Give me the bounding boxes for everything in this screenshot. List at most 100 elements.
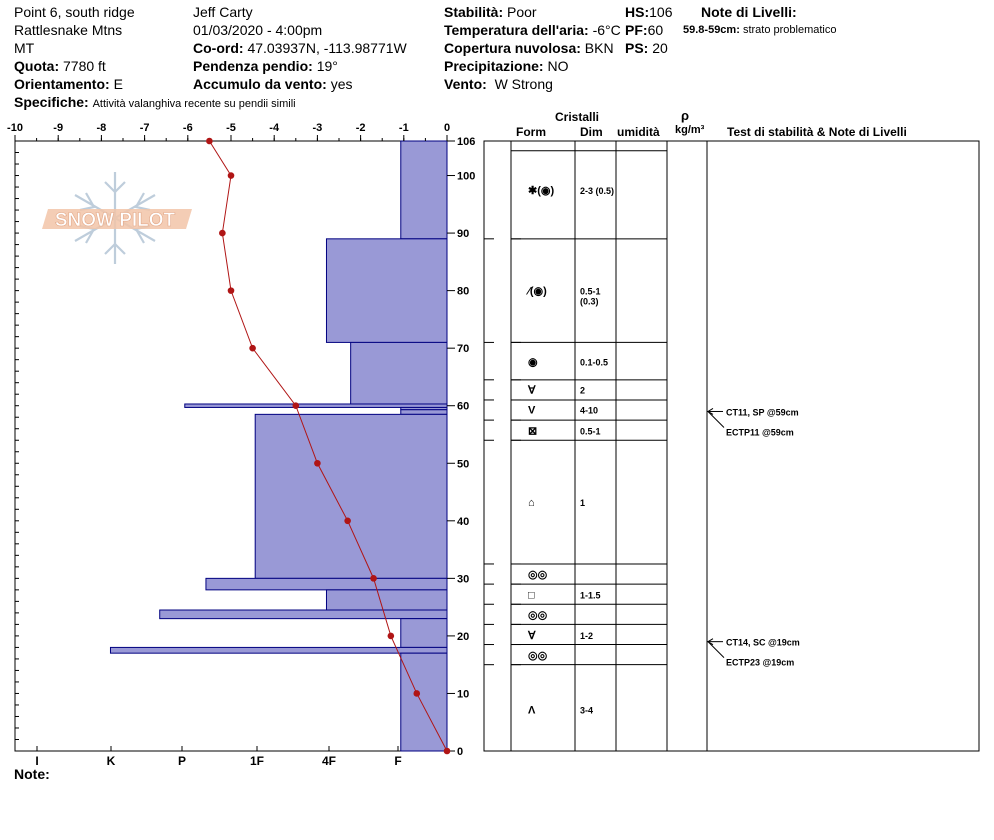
hardness-bar [109,646,448,654]
ps-row: PS: 20 [625,41,668,55]
density-unit-header: kg/m³ [675,124,705,136]
height-tick-label: 70 [457,343,469,355]
temperature-point [413,690,421,697]
crystal-size: (0.3) [580,297,599,307]
elevation-row: Quota: 7780 ft [14,59,106,73]
wind-label: Vento: [444,76,487,92]
height-tick-label: 80 [457,286,469,298]
precip-row: Precipitazione: NO [444,59,568,73]
temp-tick-label: -2 [356,122,366,134]
size-header: Dim [580,125,603,139]
temperature-point [344,517,351,525]
crystal-size: 2-3 (0.5) [580,186,614,196]
test-arrow [707,411,725,428]
hs-row: HS:106 [625,5,672,19]
height-tick-label: 20 [457,631,469,643]
crystal-form-symbol: ◉ [528,356,538,368]
crystal-size: 0.1-0.5 [580,357,608,367]
crystal-size: 1 [580,498,585,508]
crystals-header: Cristalli [555,110,600,124]
hardness-bar [325,238,448,343]
hs-label: HS: [625,4,650,20]
temperature-point [227,287,235,294]
crystal-size: 4-10 [580,406,598,416]
temp-tick-label: -3 [313,122,323,134]
hardness-bar [184,403,448,408]
layer-notes-title: Note di Livelli: [701,4,797,20]
height-tick-label: 0 [457,746,463,758]
range-name: Rattlesnake Mtns [14,22,123,38]
hardness-bar [400,652,448,752]
temp-tick-label: 0 [444,122,450,134]
hardness-bar [350,341,448,405]
pf-row: PF:60 [625,23,663,37]
test-arrow [707,641,725,659]
coord-row: Co-ord: 47.03937N, -113.98771W [193,41,407,55]
temp-tick-label: -8 [97,122,107,134]
layer-note-range: 59.8-59cm: [683,24,740,36]
temp-tick-label: -10 [7,122,23,134]
stability-test: CT14, SC @19cm [726,638,800,648]
temp-tick-label: -9 [53,122,63,134]
location-name: Point 6, south ridge [14,4,135,20]
aspect-label: Orientamento: [14,76,110,92]
table-frame [483,140,980,752]
precip-label: Precipitazione: [444,58,544,74]
elevation-value: 7780 ft [63,58,106,74]
crystal-form-symbol: ⁄(◉) [525,286,547,298]
stability-value: Poor [507,4,537,20]
layer-note: 59.8-59cm: strato problematico [683,25,836,36]
elevation-label: Quota: [14,58,60,74]
crystal-form-symbol: ⊠ [528,425,537,437]
temperature-point [227,172,235,179]
air-temp-value: -6°C [592,22,621,38]
temperature-point [249,344,256,352]
temp-tick-label: -5 [226,122,236,134]
crystal-form-symbol: ∀ [527,385,536,397]
cloud-row: Copertura nuvolosa: BKN [444,41,614,55]
hardness-label: I [35,754,38,768]
temperature-point [443,747,451,755]
crystal-form-symbol: ⌂ [528,497,535,509]
date-time: 01/03/2020 - 4:00pm [193,22,323,38]
wind-load-label: Accumulo da vento: [193,76,327,92]
hardness-bar [400,618,448,648]
crystal-form-symbol: ◎◎ [528,569,548,581]
crystal-form-symbol: Ɐ [527,630,536,642]
hardness-bar [159,609,448,620]
temperature-point [387,632,395,640]
air-temp-row: Temperatura dell'aria: -6°C [444,23,621,37]
rho-header: ρ [681,108,690,123]
stability-test: ECTP11 @59cm [726,427,794,437]
stability-row: Stabilità: Poor [444,5,537,19]
height-tick-label: 90 [457,228,469,240]
stability-test: CT11, SP @59cm [726,407,799,417]
temp-tick-label: -4 [269,122,280,134]
hs-value: 106 [649,4,673,20]
height-tick-label: 40 [457,516,469,528]
crystal-size: 1-2 [580,631,593,641]
temperature-point [370,575,377,582]
precip-value: NO [547,58,569,74]
hardness-bar [325,589,448,611]
hardness-bar [254,413,448,579]
hardness-label: K [107,754,116,768]
temperature-point [206,137,213,145]
slope-label: Pendenza pendio: [193,58,313,74]
layer-note-text: strato problematico [742,24,837,36]
slope-row: Pendenza pendio: 19° [193,59,338,73]
wind-load-value: yes [330,76,353,92]
specifics-value: Attività valanghiva recente su pendii si… [92,98,296,110]
crystal-size: 1-1.5 [580,590,601,600]
temp-tick-label: -7 [140,122,150,134]
wind-value: W Strong [494,76,553,92]
hardness-label: F [394,754,401,768]
specifics-label: Specifiche: [14,94,89,110]
humidity-header: umidità [617,125,660,139]
crystal-size: 0.5-1 [580,287,601,297]
notes-label: Note: [14,766,50,782]
crystal-form-symbol: ◎◎ [528,650,548,662]
height-tick-label: 50 [457,458,469,470]
ps-label: PS: [625,40,649,56]
hardness-label: 1F [250,754,264,768]
